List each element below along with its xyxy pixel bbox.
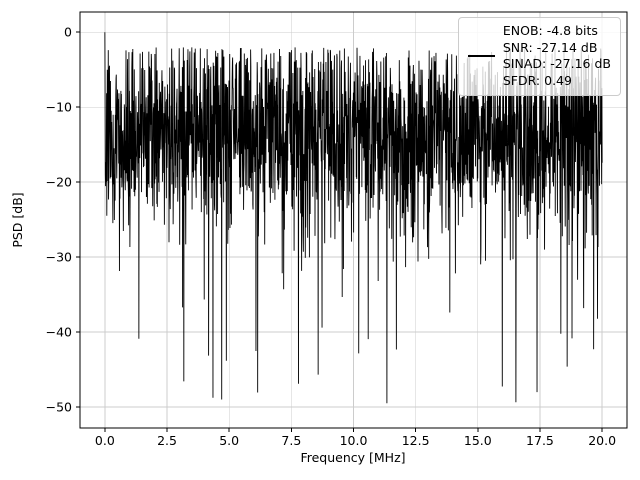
series-layer (104, 32, 603, 404)
legend-line-sample (467, 55, 495, 57)
x-tick-label: 12.5 (402, 433, 430, 448)
legend-text: ENOB: -4.8 bits SNR: -27.14 dB SINAD: -2… (503, 23, 611, 89)
y-tick-label: −50 (46, 399, 72, 414)
y-tick-label: −30 (46, 249, 72, 264)
legend: ENOB: -4.8 bits SNR: -27.14 dB SINAD: -2… (457, 17, 621, 96)
y-tick-label: −40 (46, 324, 72, 339)
legend-sinad: SINAD: -27.16 dB (502, 56, 611, 71)
x-tick-label: 20.0 (588, 433, 616, 448)
x-tick-label: 5.0 (219, 433, 239, 448)
x-axis-label: Frequency [MHz] (300, 450, 405, 465)
x-tick-label: 7.5 (281, 433, 301, 448)
x-tick-label: 15.0 (464, 433, 492, 448)
legend-sfdr: SFDR: 0.49 (502, 72, 572, 88)
x-tick-label: 0.0 (95, 433, 115, 448)
y-tick-label: −10 (46, 100, 72, 115)
x-tick-label: 17.5 (526, 433, 554, 448)
psd-series-line (104, 32, 603, 404)
y-tick-label: −20 (46, 175, 72, 190)
ticks-layer: 0.0 2.5 5.0 7.5 10.0 12.5 15.0 17.5 20.0 0 −10 −20 −… (46, 25, 616, 448)
x-tick-label: 2.5 (157, 433, 177, 448)
x-tick-label: 10.0 (340, 433, 368, 448)
y-tick-label: 0 (64, 25, 72, 40)
y-axis-label: PSD [dB] (10, 192, 25, 247)
legend-snr: SNR: -27.14 dB (502, 39, 598, 55)
legend-enob: ENOB: -4.8 bits (502, 23, 598, 38)
